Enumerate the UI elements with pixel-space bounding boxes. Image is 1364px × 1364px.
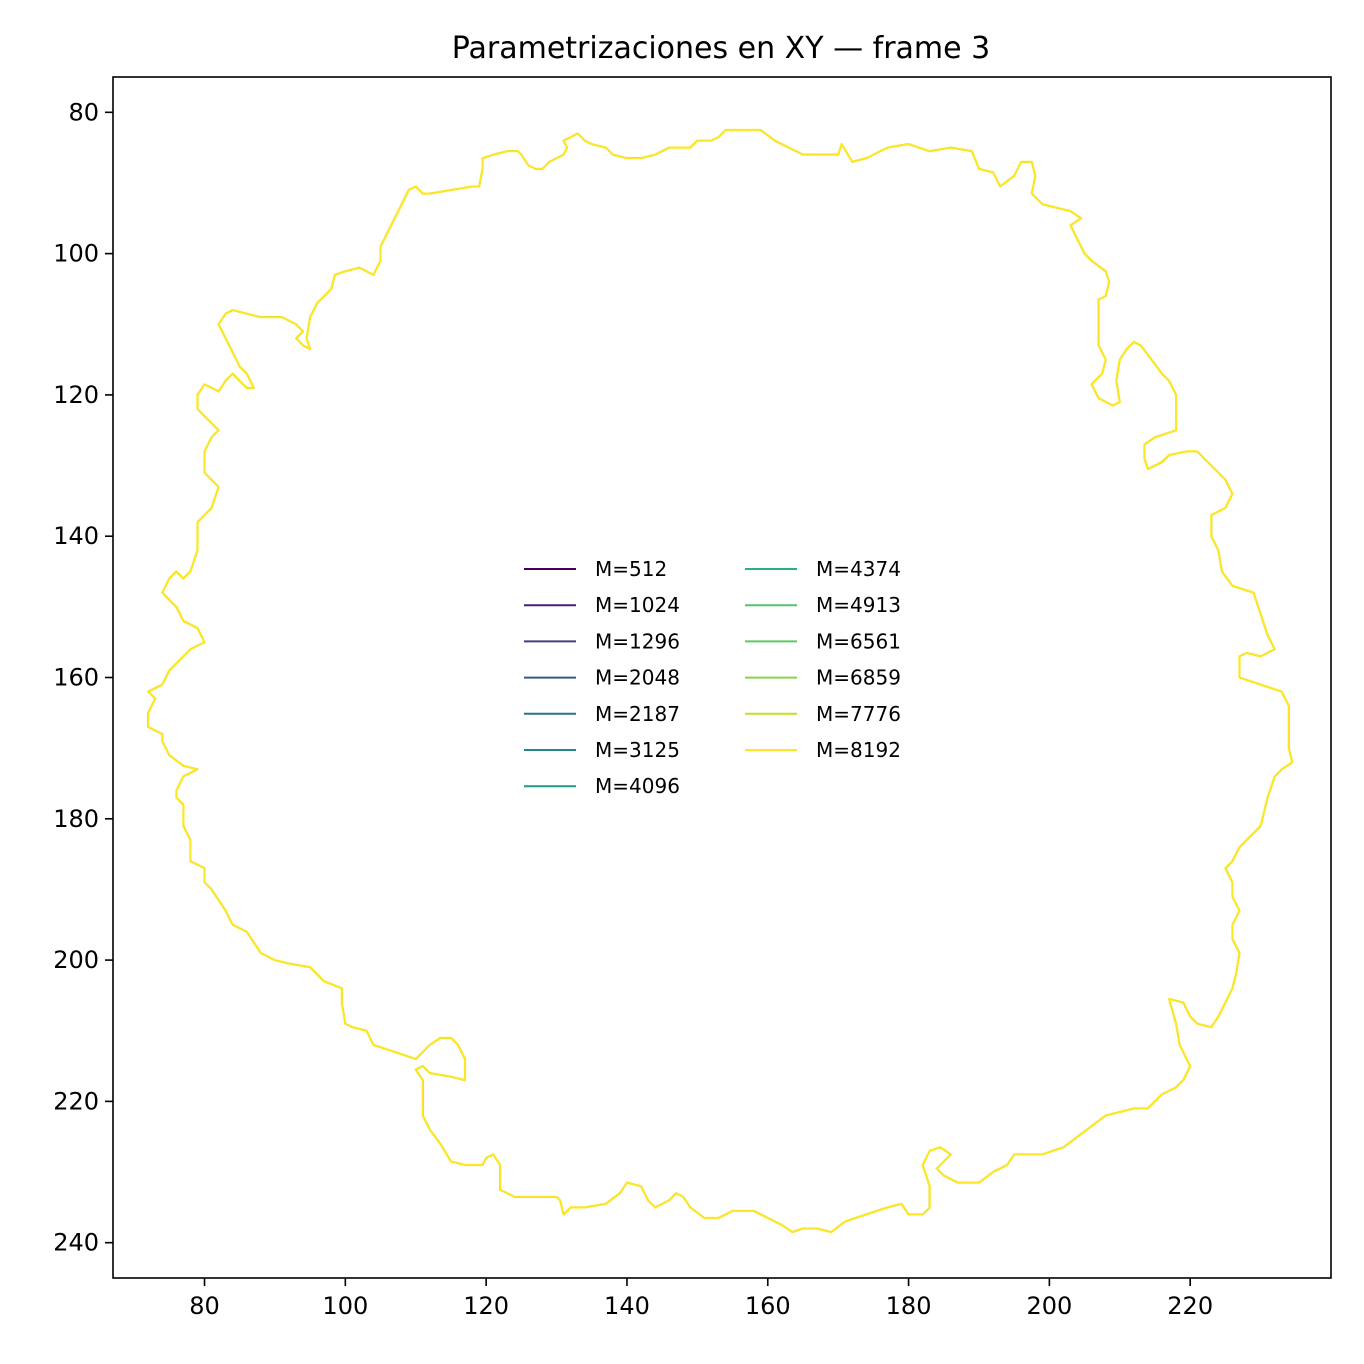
series-layer — [147, 128, 1294, 1234]
legend-label: M=4913 — [816, 593, 901, 617]
chart-title: Parametrizaciones en XY — frame 3 — [452, 31, 990, 66]
x-tick-label: 200 — [1026, 1292, 1072, 1320]
legend-label: M=6859 — [816, 666, 901, 690]
y-tick-label: 180 — [53, 805, 99, 833]
x-tick-label: 140 — [604, 1292, 650, 1320]
y-tick-label: 120 — [53, 381, 99, 409]
series-line — [147, 128, 1294, 1234]
x-axis: 80 100 120 140 160 180 200 220 — [189, 1278, 1213, 1320]
x-tick-label: 80 — [189, 1292, 220, 1320]
y-tick-label: 100 — [53, 240, 99, 268]
y-tick-label: 240 — [53, 1229, 99, 1257]
y-tick-label: 200 — [53, 946, 99, 974]
x-tick-label: 120 — [463, 1292, 509, 1320]
legend-label: M=6561 — [816, 629, 901, 653]
legend-label: M=3125 — [595, 738, 680, 762]
legend-label: M=2187 — [595, 702, 680, 726]
y-tick-label: 220 — [53, 1087, 99, 1115]
legend-label: M=7776 — [816, 702, 901, 726]
legend-label: M=4374 — [816, 557, 901, 581]
legend-label: M=4096 — [595, 774, 680, 798]
y-tick-label: 160 — [53, 664, 99, 692]
y-tick-label: 140 — [53, 522, 99, 550]
y-tick-label: 80 — [68, 98, 99, 126]
legend: M=512 M=1024 M=1296 M=2048 M=2187 M=3125 M=409… — [524, 557, 901, 798]
legend-label: M=2048 — [595, 666, 680, 690]
x-tick-label: 160 — [745, 1292, 791, 1320]
x-tick-label: 220 — [1167, 1292, 1213, 1320]
x-tick-label: 180 — [886, 1292, 932, 1320]
legend-label: M=512 — [595, 557, 667, 581]
legend-label: M=1296 — [595, 629, 680, 653]
x-tick-label: 100 — [322, 1292, 368, 1320]
legend-label: M=1024 — [595, 593, 680, 617]
legend-label: M=8192 — [816, 738, 901, 762]
y-axis: 80 100 120 140 160 180 200 220 240 — [53, 98, 113, 1257]
